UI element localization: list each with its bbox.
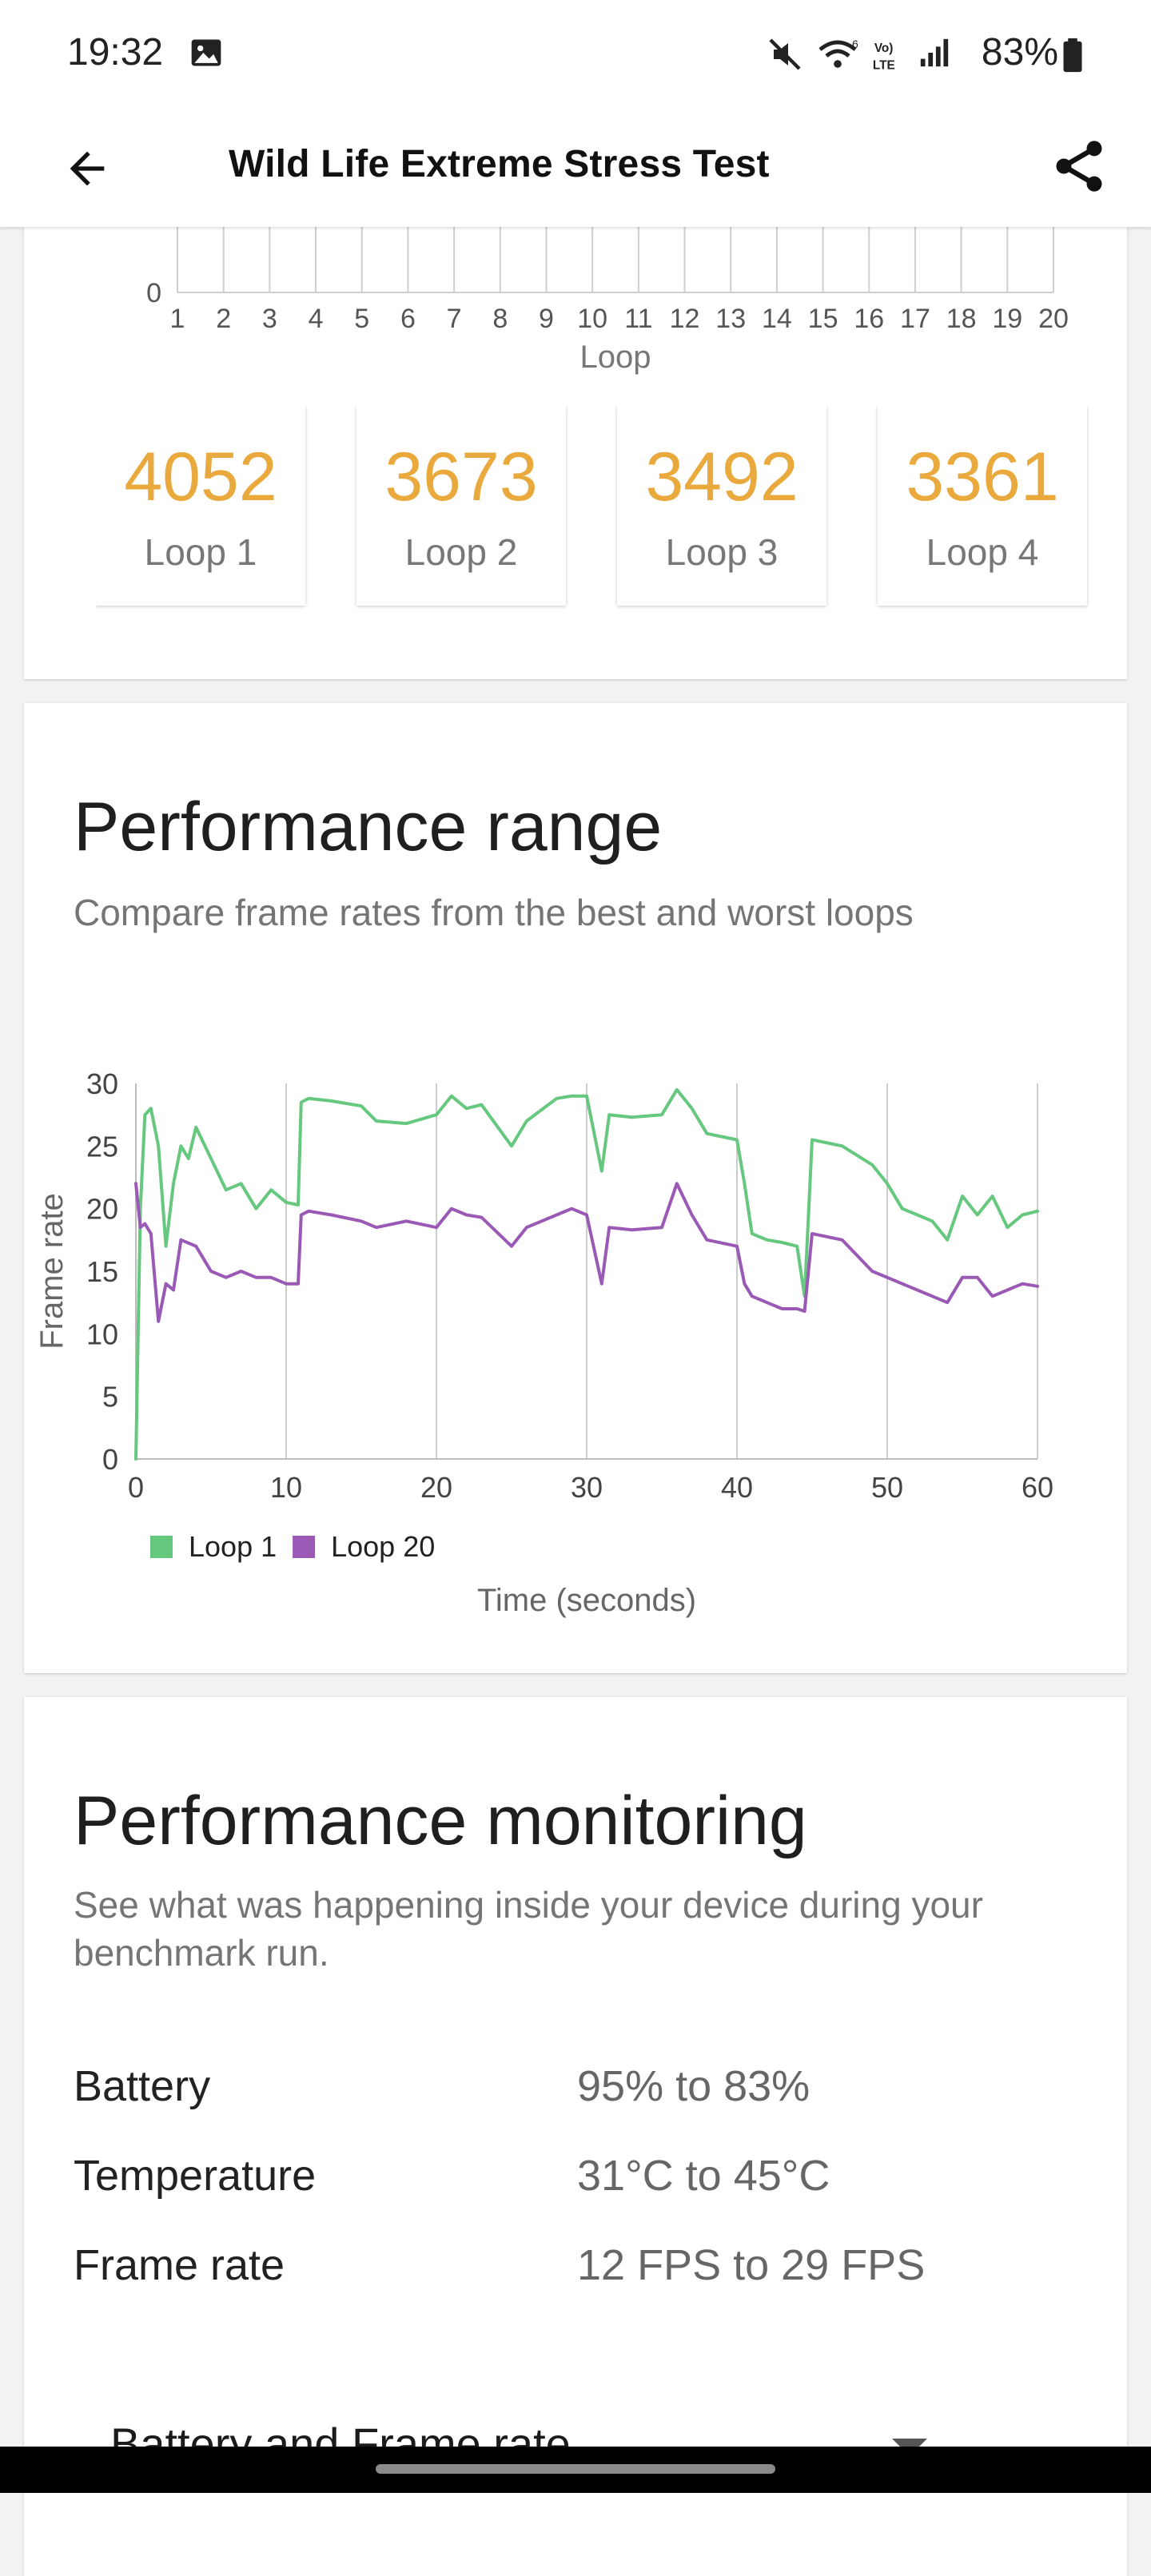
performance-monitoring-card: Performance monitoring See what was happ… (24, 1697, 1127, 2576)
loop-tile[interactable]: 3361 Loop 4 (878, 406, 1087, 606)
svg-text:LTE: LTE (873, 58, 895, 72)
y-tick-label: 0 (102, 1443, 118, 1476)
y-tick-label: 25 (86, 1130, 118, 1163)
y-tick-label: 15 (86, 1255, 118, 1288)
page-title: Wild Life Extreme Stress Test (229, 143, 770, 185)
loop-x-tick-label: 1 (170, 304, 185, 334)
y-tick-label: 10 (86, 1318, 118, 1350)
loop-x-tick-label: 2 (216, 304, 231, 334)
x-tick-label: 60 (1022, 1471, 1053, 1504)
loop-x-axis-label: Loop (580, 340, 651, 375)
share-button[interactable] (1039, 126, 1119, 206)
loop-x-tick-label: 4 (309, 304, 324, 334)
signal-icon (918, 35, 951, 74)
performance-range-card: Performance range Compare frame rates fr… (24, 703, 1127, 1673)
frame-rate-chart: 0 10 20 30 40 50 60 0 5 10 15 20 25 30 Frame rate Time … (34, 1067, 1053, 1618)
stat-label-frame-rate: Frame rate (74, 2241, 285, 2289)
status-bar: 19:32 6 Vo) LTE 83% (0, 0, 1151, 109)
legend-label: Loop 1 (189, 1530, 277, 1563)
series-line-1 (134, 1182, 1039, 1323)
x-tick-label: 30 (571, 1471, 603, 1504)
loop-score: 3492 (645, 439, 799, 515)
legend-swatch (293, 1536, 316, 1558)
section-subtitle: See what was happening inside your devic… (74, 1884, 983, 1974)
loop-x-tick-label: 14 (762, 304, 792, 334)
loop-x-tick-label: 7 (447, 304, 462, 334)
system-nav-bar (0, 2447, 1151, 2493)
loop-score: 3361 (906, 439, 1059, 515)
battery-icon (1061, 37, 1084, 78)
loop-label: Loop 2 (404, 531, 518, 573)
loop-x-tick-label: 12 (670, 304, 700, 334)
stat-value-temperature: 31°C to 45°C (577, 2152, 830, 2200)
arrow-left-icon (70, 151, 105, 186)
loop-x-tick-label: 5 (354, 304, 369, 334)
loop-x-tick-label: 13 (715, 304, 746, 334)
legend-swatch (150, 1536, 173, 1558)
y-axis-label: Frame rate (34, 1193, 70, 1350)
x-tick-label: 50 (871, 1471, 903, 1504)
loop-x-tick-label: 17 (900, 304, 930, 334)
loop-x-tick-label: 6 (400, 304, 416, 334)
y-tick-label: 20 (86, 1193, 118, 1226)
section-title: Performance range (74, 789, 663, 865)
loop-tile[interactable]: 3673 Loop 2 (356, 406, 566, 606)
stat-value-frame-rate: 12 FPS to 29 FPS (577, 2241, 926, 2289)
loop-x-tick-label: 20 (1038, 304, 1069, 334)
loop-tiles-scroller[interactable]: 4052 Loop 1 3673 Loop 2 3492 Loop 3 3361… (96, 406, 1103, 837)
x-tick-label: 20 (420, 1471, 452, 1504)
svg-text:6: 6 (852, 38, 858, 50)
volte-icon: Vo) LTE (871, 37, 908, 78)
x-tick-label: 10 (270, 1471, 302, 1504)
section-title: Performance monitoring (74, 1783, 807, 1859)
loop-x-tick-label: 16 (854, 304, 884, 334)
x-axis-label: Time (seconds) (477, 1583, 696, 1618)
svg-text:Vo): Vo) (874, 42, 894, 55)
loop-tile[interactable]: 4052 Loop 1 (96, 406, 305, 606)
loop-x-tick-label: 9 (539, 304, 554, 334)
back-button[interactable] (51, 133, 123, 205)
y-tick-label: 5 (102, 1381, 118, 1413)
home-handle[interactable] (376, 2464, 775, 2474)
mute-icon (766, 35, 804, 78)
stat-label-battery: Battery (74, 2062, 211, 2110)
share-icon (1056, 141, 1102, 192)
wifi-6-icon: 6 (817, 35, 865, 78)
loop-x-tick-label: 18 (946, 304, 977, 334)
series-line-0 (134, 1087, 1039, 1461)
y-tick-label: 30 (86, 1067, 118, 1100)
legend-label: Loop 20 (331, 1530, 435, 1563)
loop-x-tick-label: 11 (624, 304, 652, 334)
loop-score: 4052 (124, 439, 277, 515)
status-time: 19:32 (67, 31, 164, 74)
loop-label: Loop 3 (665, 531, 779, 573)
loop-x-tick-label: 15 (808, 304, 838, 334)
loop-x-tick-label: 19 (992, 304, 1022, 334)
loop-scores-card: 1 2 3 4 5 6 7 8 9 10 11 12 13 14 15 16 17 18 19 20 0 Loop 405… (24, 227, 1127, 679)
x-tick-label: 0 (128, 1471, 144, 1504)
loop-x-tick-label: 8 (492, 304, 508, 334)
stat-label-temperature: Temperature (74, 2152, 317, 2200)
loop-y-tick-label: 0 (146, 278, 161, 308)
loop-x-tick-label: 10 (577, 304, 607, 334)
loop-tile[interactable]: 3492 Loop 3 (617, 406, 826, 606)
battery-percent: 83% (981, 31, 1058, 74)
section-subtitle: Compare frame rates from the best and wo… (74, 892, 914, 933)
loop-score: 3673 (384, 439, 538, 515)
app-bar: Wild Life Extreme Stress Test (0, 109, 1151, 227)
stat-value-battery: 95% to 83% (577, 2062, 810, 2110)
loop-x-tick-label: 3 (262, 304, 277, 334)
image-icon (189, 35, 224, 74)
loop-label: Loop 4 (926, 531, 1039, 573)
x-tick-label: 40 (721, 1471, 753, 1504)
loop-label: Loop 1 (144, 531, 257, 573)
